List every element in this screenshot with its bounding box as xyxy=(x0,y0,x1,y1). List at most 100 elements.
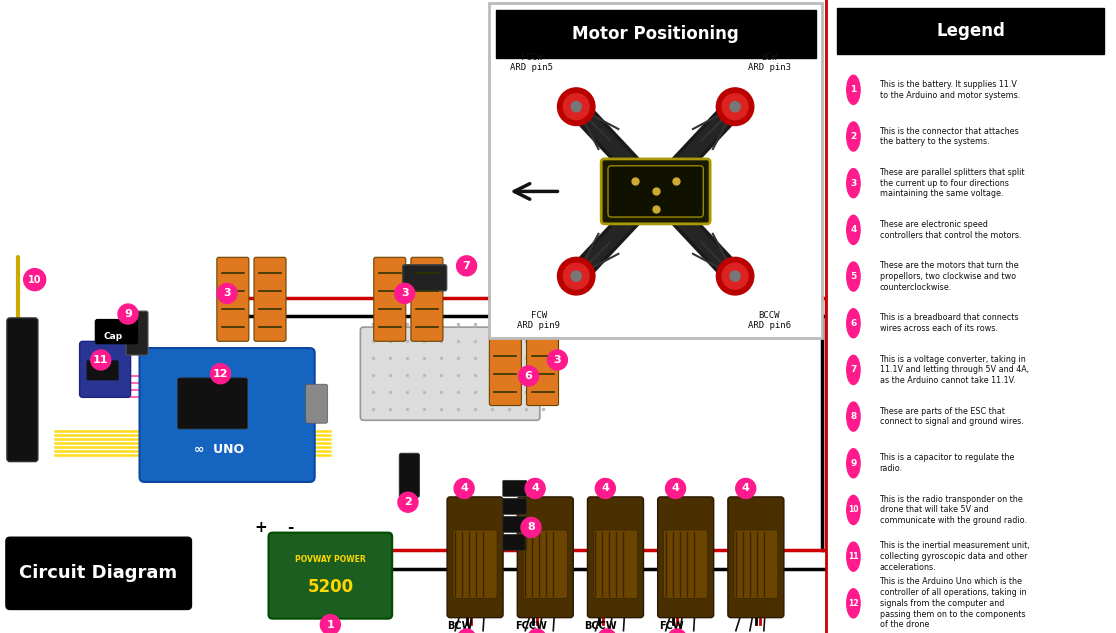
Circle shape xyxy=(118,304,138,324)
FancyBboxPatch shape xyxy=(503,498,527,515)
FancyBboxPatch shape xyxy=(728,497,783,618)
FancyBboxPatch shape xyxy=(496,10,816,58)
FancyBboxPatch shape xyxy=(306,384,328,423)
FancyBboxPatch shape xyxy=(126,311,148,355)
Text: 1: 1 xyxy=(850,85,857,94)
Circle shape xyxy=(847,589,860,618)
Text: These are the motors that turn the
propellors, two clockwise and two
countercloc: These are the motors that turn the prope… xyxy=(879,261,1019,292)
Text: 7: 7 xyxy=(850,365,857,374)
FancyBboxPatch shape xyxy=(448,497,503,618)
Circle shape xyxy=(595,479,615,498)
Circle shape xyxy=(398,492,418,512)
FancyBboxPatch shape xyxy=(403,265,446,291)
Circle shape xyxy=(668,629,686,633)
FancyBboxPatch shape xyxy=(360,327,540,420)
Circle shape xyxy=(847,496,860,525)
FancyBboxPatch shape xyxy=(734,530,778,598)
Text: This is the battery. It supplies 11.V
to the Arduino and motor systems.: This is the battery. It supplies 11.V to… xyxy=(879,80,1020,99)
Text: 4: 4 xyxy=(742,484,750,494)
Text: FCCW: FCCW xyxy=(516,621,547,630)
Text: These are parts of the ESC that
connect to signal and ground wires.: These are parts of the ESC that connect … xyxy=(879,407,1023,427)
Text: 11: 11 xyxy=(848,552,858,561)
Text: 2: 2 xyxy=(404,497,412,507)
Text: FCW
ARD pin9: FCW ARD pin9 xyxy=(518,311,560,330)
Circle shape xyxy=(218,284,237,303)
Text: 3: 3 xyxy=(223,289,231,298)
Text: FCCW
ARD pin5: FCCW ARD pin5 xyxy=(510,53,554,72)
Circle shape xyxy=(735,479,756,498)
FancyBboxPatch shape xyxy=(6,537,192,610)
FancyBboxPatch shape xyxy=(664,530,708,598)
Circle shape xyxy=(847,355,860,384)
Circle shape xyxy=(548,350,567,370)
FancyBboxPatch shape xyxy=(254,257,286,341)
Circle shape xyxy=(90,350,110,370)
Text: These are electronic speed
controllers that control the motors.: These are electronic speed controllers t… xyxy=(879,220,1021,240)
Text: This is a capacitor to regulate the
radio.: This is a capacitor to regulate the radi… xyxy=(879,453,1014,473)
FancyBboxPatch shape xyxy=(837,8,1105,54)
Text: 12: 12 xyxy=(848,599,858,608)
Text: -: - xyxy=(287,520,294,535)
FancyBboxPatch shape xyxy=(269,532,392,618)
FancyBboxPatch shape xyxy=(608,166,703,217)
Text: 4: 4 xyxy=(672,484,680,494)
Text: 4: 4 xyxy=(602,484,609,494)
FancyBboxPatch shape xyxy=(594,530,637,598)
Text: 12: 12 xyxy=(213,368,229,379)
FancyBboxPatch shape xyxy=(140,348,315,482)
Text: This is the inertial measurement unit,
collecting gyroscopic data and other
acce: This is the inertial measurement unit, c… xyxy=(879,541,1030,572)
Circle shape xyxy=(526,479,545,498)
FancyBboxPatch shape xyxy=(453,530,497,598)
Circle shape xyxy=(716,258,753,295)
FancyBboxPatch shape xyxy=(411,257,443,341)
FancyBboxPatch shape xyxy=(587,497,644,618)
Circle shape xyxy=(571,271,581,281)
Text: 11: 11 xyxy=(93,355,108,365)
Circle shape xyxy=(528,629,546,633)
Circle shape xyxy=(211,364,231,384)
Text: BCCW: BCCW xyxy=(584,621,617,630)
FancyBboxPatch shape xyxy=(523,530,567,598)
Circle shape xyxy=(665,479,685,498)
Circle shape xyxy=(847,122,860,151)
Text: 9: 9 xyxy=(850,459,857,468)
Circle shape xyxy=(847,309,860,338)
Circle shape xyxy=(571,101,581,112)
Circle shape xyxy=(564,263,589,289)
Text: 10: 10 xyxy=(28,275,41,285)
Circle shape xyxy=(730,271,740,281)
Circle shape xyxy=(722,263,748,289)
Circle shape xyxy=(847,75,860,104)
Text: 8: 8 xyxy=(527,522,535,532)
Circle shape xyxy=(716,88,753,125)
Text: 3: 3 xyxy=(554,355,561,365)
Text: Motor Positioning: Motor Positioning xyxy=(573,25,739,43)
Text: POVWAY POWER: POVWAY POWER xyxy=(295,555,366,564)
Text: +: + xyxy=(254,520,267,535)
Text: 4: 4 xyxy=(460,484,468,494)
Text: These are parallel splitters that split
the current up to four directions
mainta: These are parallel splitters that split … xyxy=(879,168,1024,198)
Text: This is the radio transponder on the
drone that will take 5V and
communicate wit: This is the radio transponder on the dro… xyxy=(879,495,1027,525)
Text: BCCW
ARD pin6: BCCW ARD pin6 xyxy=(748,311,790,330)
Text: This is the Arduino Uno which is the
controller of all operations, taking in
sig: This is the Arduino Uno which is the con… xyxy=(879,577,1026,629)
Text: FCW: FCW xyxy=(660,621,684,630)
FancyBboxPatch shape xyxy=(87,360,118,380)
Circle shape xyxy=(456,256,477,276)
Circle shape xyxy=(454,479,474,498)
Text: 10: 10 xyxy=(848,506,858,515)
Circle shape xyxy=(519,366,539,386)
Circle shape xyxy=(847,215,860,244)
FancyBboxPatch shape xyxy=(657,497,713,618)
Circle shape xyxy=(320,615,340,633)
Text: 4: 4 xyxy=(531,484,539,494)
FancyBboxPatch shape xyxy=(527,322,558,406)
Circle shape xyxy=(847,262,860,291)
Circle shape xyxy=(23,268,46,291)
Circle shape xyxy=(598,629,616,633)
Circle shape xyxy=(558,258,595,295)
Circle shape xyxy=(847,449,860,478)
Text: ∞  UNO: ∞ UNO xyxy=(194,443,244,456)
Circle shape xyxy=(395,284,415,303)
FancyBboxPatch shape xyxy=(96,320,137,344)
Circle shape xyxy=(847,542,860,571)
